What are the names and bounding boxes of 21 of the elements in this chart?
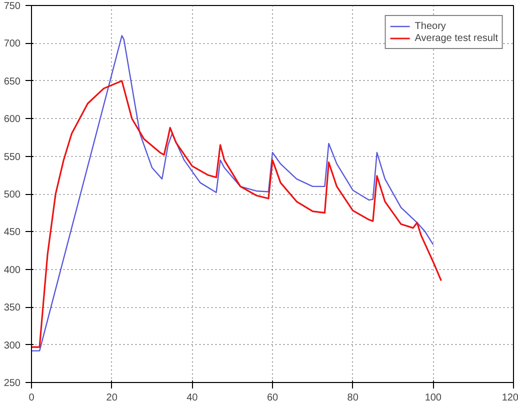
x-tick-label: 60 <box>266 392 278 403</box>
y-tick-label: 600 <box>4 114 21 126</box>
y-tick-label: 300 <box>4 340 21 352</box>
x-tick-label: 0 <box>28 392 35 403</box>
y-tick-label: 450 <box>4 227 21 238</box>
line-series <box>32 80 442 348</box>
y-tick-label: 650 <box>4 76 21 88</box>
y-tick-label: 700 <box>4 38 21 50</box>
x-tick-label: 80 <box>347 392 359 403</box>
x-tick-label: 20 <box>106 392 118 403</box>
y-tick-label: 550 <box>4 152 21 163</box>
y-tick-label: 750 <box>4 1 21 12</box>
y-tick-label: 250 <box>4 378 21 389</box>
y-tick-label: 500 <box>4 190 21 200</box>
y-tick-label: 400 <box>4 264 21 276</box>
x-tick-label: 40 <box>186 392 198 403</box>
legend-label: Theory <box>414 20 446 32</box>
legend-label: Average test result <box>414 32 498 44</box>
x-tick-label: 120 <box>502 392 518 403</box>
x-tick-label: 100 <box>424 392 442 403</box>
y-tick-label: 350 <box>4 302 21 314</box>
